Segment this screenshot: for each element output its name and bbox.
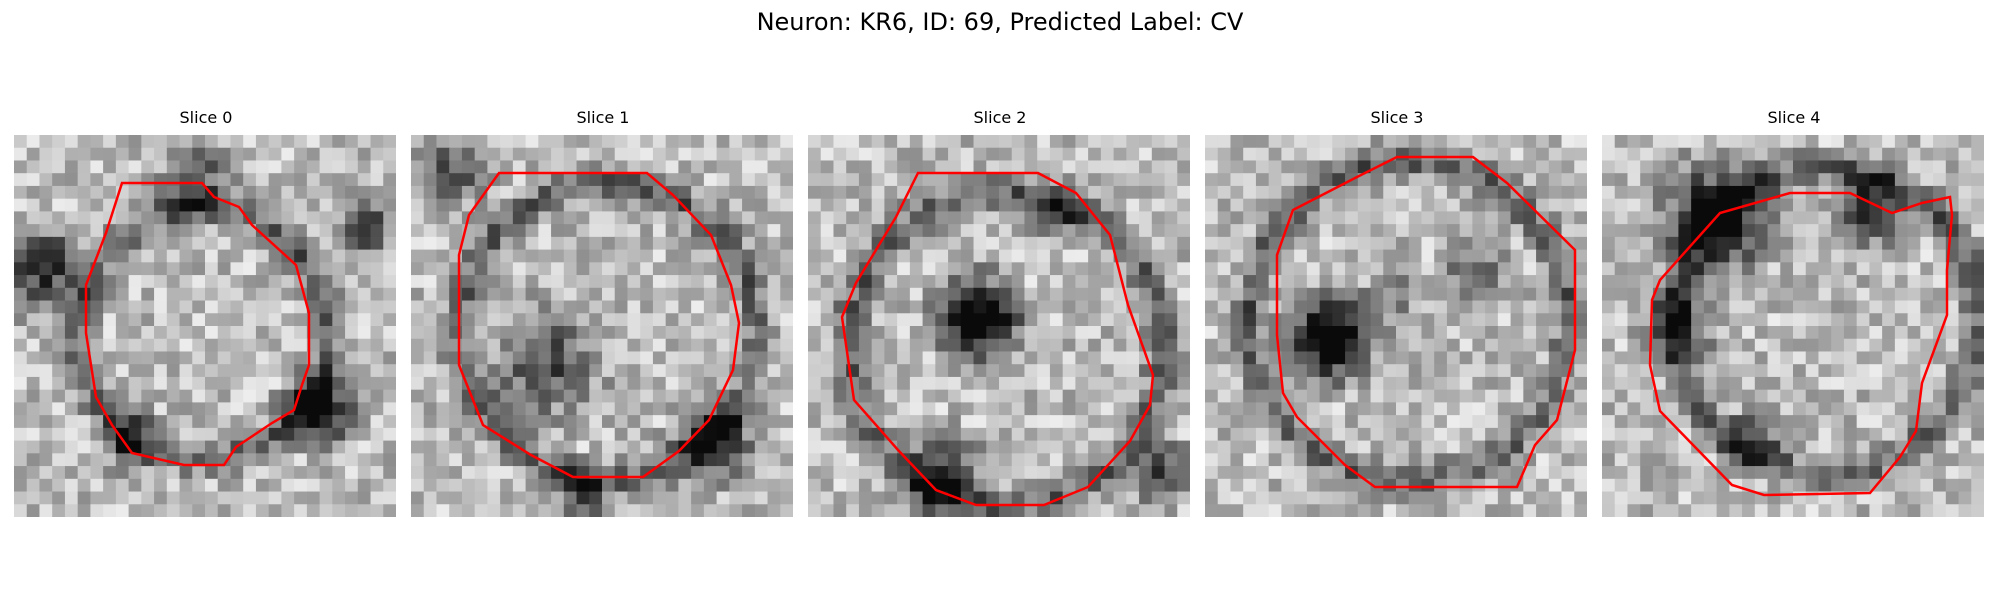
slice-image [1602, 135, 1984, 517]
slice-panel-1: Slice 1 [411, 108, 795, 517]
slice-image [14, 135, 396, 517]
segmentation-contour [84, 181, 311, 467]
slice-image [411, 135, 793, 517]
slice-panel-0: Slice 0 [14, 108, 398, 517]
slice-panel-3: Slice 3 [1205, 108, 1589, 517]
figure-title: Neuron: KR6, ID: 69, Predicted Label: CV [756, 8, 1244, 36]
segmentation-contour [1648, 191, 1954, 497]
slice-image [808, 135, 1190, 517]
segmentation-contour [1275, 155, 1577, 489]
slice-panel-2: Slice 2 [808, 108, 1192, 517]
segmentation-contour [840, 171, 1155, 507]
slice-title: Slice 1 [576, 108, 630, 127]
slice-title: Slice 2 [973, 108, 1027, 127]
segmentation-contour [457, 171, 741, 479]
slice-image [1205, 135, 1587, 517]
slice-title: Slice 4 [1767, 108, 1821, 127]
slice-panel-4: Slice 4 [1602, 108, 1986, 517]
slice-title: Slice 3 [1370, 108, 1424, 127]
slice-title: Slice 0 [179, 108, 233, 127]
